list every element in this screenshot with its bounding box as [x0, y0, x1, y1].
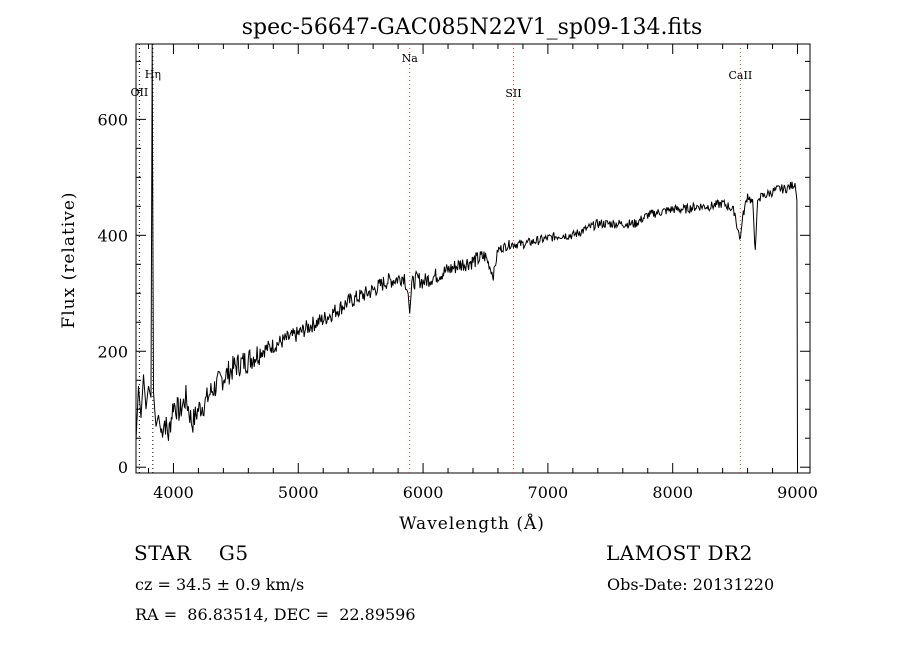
x-tick-label: 5000 [278, 483, 319, 502]
line-label: OII [131, 86, 149, 99]
chart-title: spec-56647-GAC085N22V1_sp09-134.fits [242, 15, 703, 40]
y-axis-label: Flux (relative) [59, 191, 79, 328]
y-tick-label: 400 [97, 226, 128, 245]
axis-ticks: 4000 5000 6000 7000 8000 9000 0 200 400 600 [97, 44, 818, 502]
x-tick-label: 4000 [153, 483, 194, 502]
line-label: CaII [729, 69, 753, 82]
obs-date-label: Obs-Date: 20131220 [607, 575, 775, 594]
survey-label: LAMOST DR2 [606, 541, 753, 565]
spectrum-line [135, 43, 798, 465]
x-axis-label: Wavelength (Å) [399, 513, 545, 534]
y-tick-label: 200 [97, 342, 128, 361]
class-label: STAR G5 [134, 541, 249, 565]
series-layer [135, 43, 798, 465]
line-label: Hη [145, 68, 161, 81]
y-tick-label: 0 [118, 458, 128, 477]
y-tick-label: 600 [97, 110, 128, 129]
x-tick-label: 6000 [403, 483, 444, 502]
line-label: SII [505, 87, 521, 100]
x-tick-label: 7000 [528, 483, 569, 502]
cz-label: cz = 34.5 ± 0.9 km/s [135, 575, 305, 594]
x-tick-label: 8000 [652, 483, 693, 502]
radec-label: RA = 86.83514, DEC = 22.89596 [135, 605, 416, 624]
x-tick-label: 9000 [777, 483, 818, 502]
line-label: Na [402, 52, 419, 65]
spectral-lines: OII Hη Na SII CaII [131, 44, 753, 473]
